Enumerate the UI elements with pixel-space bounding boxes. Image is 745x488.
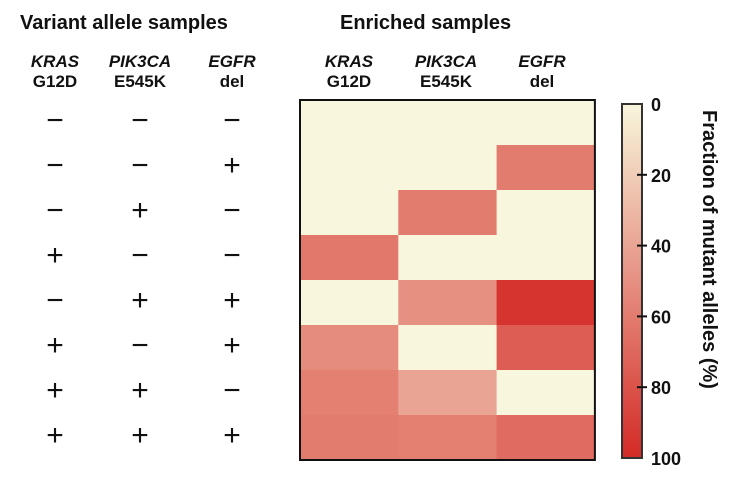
heatmap-cell — [496, 145, 596, 191]
column-variant-label: G12D — [326, 72, 372, 91]
column-variant-label: E545K — [420, 72, 472, 91]
plus-sign: + — [223, 149, 241, 182]
column-variant-label: del — [219, 72, 245, 91]
plus-sign: + — [223, 329, 241, 362]
heatmap-cell — [300, 145, 399, 191]
heatmap-cell — [398, 370, 498, 416]
column-gene-label: PIK3CA — [414, 52, 478, 71]
plus-sign: + — [46, 329, 64, 362]
heatmap-cell — [300, 415, 399, 461]
heatmap-cell — [496, 235, 596, 281]
plus-sign: + — [223, 284, 241, 317]
column-variant-label: del — [529, 72, 555, 91]
heatmap-cell — [300, 235, 399, 281]
heatmap-cell — [300, 370, 399, 416]
heatmap-cell — [300, 190, 399, 236]
minus-sign: − — [131, 329, 149, 362]
minus-sign: − — [223, 239, 241, 272]
plus-sign: + — [131, 284, 149, 317]
colorbar-tick-label: 80 — [651, 378, 671, 398]
heatmap-cell — [496, 100, 596, 146]
heatmap-cell — [496, 190, 596, 236]
minus-sign: − — [131, 104, 149, 137]
heatmap-cell — [398, 235, 498, 281]
heatmap-cell — [300, 325, 399, 371]
colorbar-label: Fraction of mutant alleles (%) — [698, 110, 720, 389]
colorbar-tick-label: 40 — [651, 237, 671, 257]
heatmap-border — [299, 99, 596, 461]
column-variant-label: E545K — [114, 72, 166, 91]
column-gene-label: KRAS — [324, 52, 374, 71]
colorbar-tick-label: 20 — [651, 166, 671, 186]
heatmap-cell — [398, 415, 498, 461]
heatmap-cell — [398, 190, 498, 236]
plus-sign: + — [131, 194, 149, 227]
heatmap-cell — [300, 280, 399, 326]
minus-sign: − — [46, 284, 64, 317]
column-gene-label: EGFR — [208, 52, 256, 71]
colorbar-tick-label: 0 — [651, 95, 661, 115]
heatmap-cell — [398, 100, 498, 146]
left-title: Variant allele samples — [20, 12, 228, 34]
minus-sign: − — [223, 374, 241, 407]
minus-sign: − — [223, 194, 241, 227]
plus-sign: + — [131, 419, 149, 452]
heatmap-cell — [300, 100, 399, 146]
column-gene-label: EGFR — [518, 52, 566, 71]
column-gene-label: KRAS — [30, 52, 80, 71]
colorbar — [621, 103, 643, 459]
column-gene-label: PIK3CA — [108, 52, 172, 71]
heatmap-cell — [496, 370, 596, 416]
plus-sign: + — [46, 374, 64, 407]
colorbar-tick-label: 60 — [651, 307, 671, 327]
column-variant-label: G12D — [32, 72, 78, 91]
colorbar-tick-label: 100 — [651, 449, 681, 469]
plus-sign: + — [223, 419, 241, 452]
plus-sign: + — [46, 419, 64, 452]
heatmap-cell — [398, 325, 498, 371]
minus-sign: − — [131, 149, 149, 182]
minus-sign: − — [46, 149, 64, 182]
plus-sign: + — [131, 374, 149, 407]
heatmap-cell — [496, 415, 596, 461]
heatmap-cell — [496, 325, 596, 371]
minus-sign: − — [46, 104, 64, 137]
heatmap-cell — [398, 280, 498, 326]
right-title: Enriched samples — [340, 12, 512, 34]
plus-sign: + — [46, 239, 64, 272]
heatmap-cell — [398, 145, 498, 191]
minus-sign: − — [46, 194, 64, 227]
minus-sign: − — [223, 104, 241, 137]
heatmap-cell — [496, 280, 596, 326]
minus-sign: − — [131, 239, 149, 272]
